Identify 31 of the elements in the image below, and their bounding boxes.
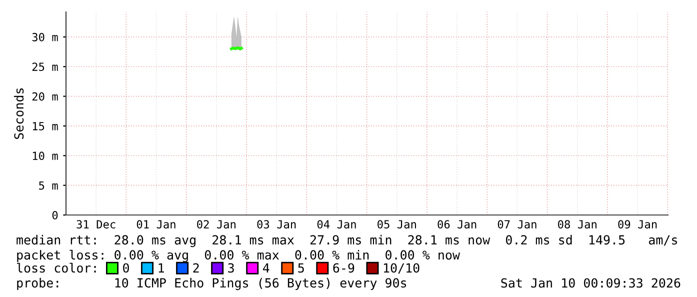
- x-tick-label: 07 Jan: [498, 220, 536, 229]
- y-tick-label: 10 m: [32, 152, 58, 160]
- text: median rtt: 28.0 ms avg 28.1 ms max 27.9 ms min 28.1 ms now 0.2 ms sd 149.5 am/s: [16, 234, 678, 248]
- x-tick-label: 01 Jan: [136, 220, 176, 229]
- x-tick-label: 31 Dec: [76, 220, 116, 229]
- text: probe: 10 ICMP Echo Pings (56 Bytes) every 90s: [17, 278, 406, 290]
- text: Sat Jan 10 00:09:33 2026: [501, 278, 680, 288]
- legend-label: 10/10: [384, 263, 420, 274]
- y-axis-title: Seconds: [14, 88, 24, 139]
- y-tick-label: 0: [52, 211, 58, 220]
- y-tick-label: 20 m: [32, 92, 58, 101]
- legend-label: 4: [262, 263, 270, 272]
- y-tick-label: 30 m: [32, 32, 58, 42]
- y-tick-label: 25 m: [32, 62, 58, 72]
- legend-label: 6-9: [333, 263, 354, 273]
- legend-label: 1: [158, 263, 164, 272]
- x-tick-label: 05 Jan: [378, 220, 416, 229]
- y-tick-label: 15 m: [32, 122, 58, 130]
- legend-label: 5: [298, 263, 304, 273]
- y-tick-label: 5 m: [39, 181, 58, 190]
- x-tick-label: 08 Jan: [558, 220, 596, 229]
- x-tick-label: 03 Jan: [257, 220, 296, 229]
- legend-label: 3: [228, 263, 234, 273]
- legend-title: loss color:: [16, 262, 96, 273]
- x-tick-label: 04 Jan: [317, 220, 356, 229]
- x-tick-label: 02 Jan: [197, 220, 236, 229]
- text: packet loss: 0.00 % avg 0.00 % max 0.00 % min 0.00 % now: [17, 250, 460, 262]
- x-tick-label: 09 Jan: [618, 220, 657, 229]
- legend-label: 0: [123, 263, 129, 273]
- legend-label: 2: [193, 263, 199, 272]
- x-tick-label: 06 Jan: [438, 220, 476, 229]
